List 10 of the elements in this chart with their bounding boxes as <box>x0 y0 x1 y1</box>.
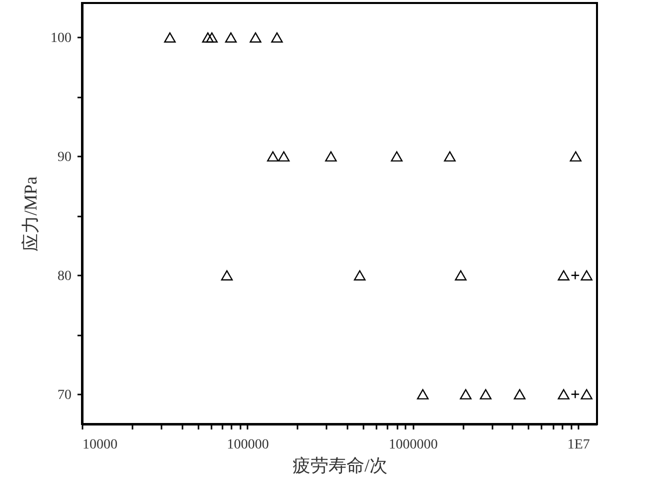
x-tick-label: 1E7 <box>567 438 590 452</box>
x-tick-label: 100000 <box>226 438 269 452</box>
y-tick-label: 80 <box>58 268 72 284</box>
y-tick-label: 100 <box>50 30 72 46</box>
x-tick-label: 1000000 <box>388 438 438 452</box>
x-axis-title: 疲劳寿命/次 <box>292 456 388 476</box>
x-tick-label: 10000 <box>82 438 118 452</box>
y-tick-label: 70 <box>58 388 72 403</box>
y-tick-label: 90 <box>58 150 72 165</box>
y-axis-title: 应力/MPa <box>20 176 40 252</box>
